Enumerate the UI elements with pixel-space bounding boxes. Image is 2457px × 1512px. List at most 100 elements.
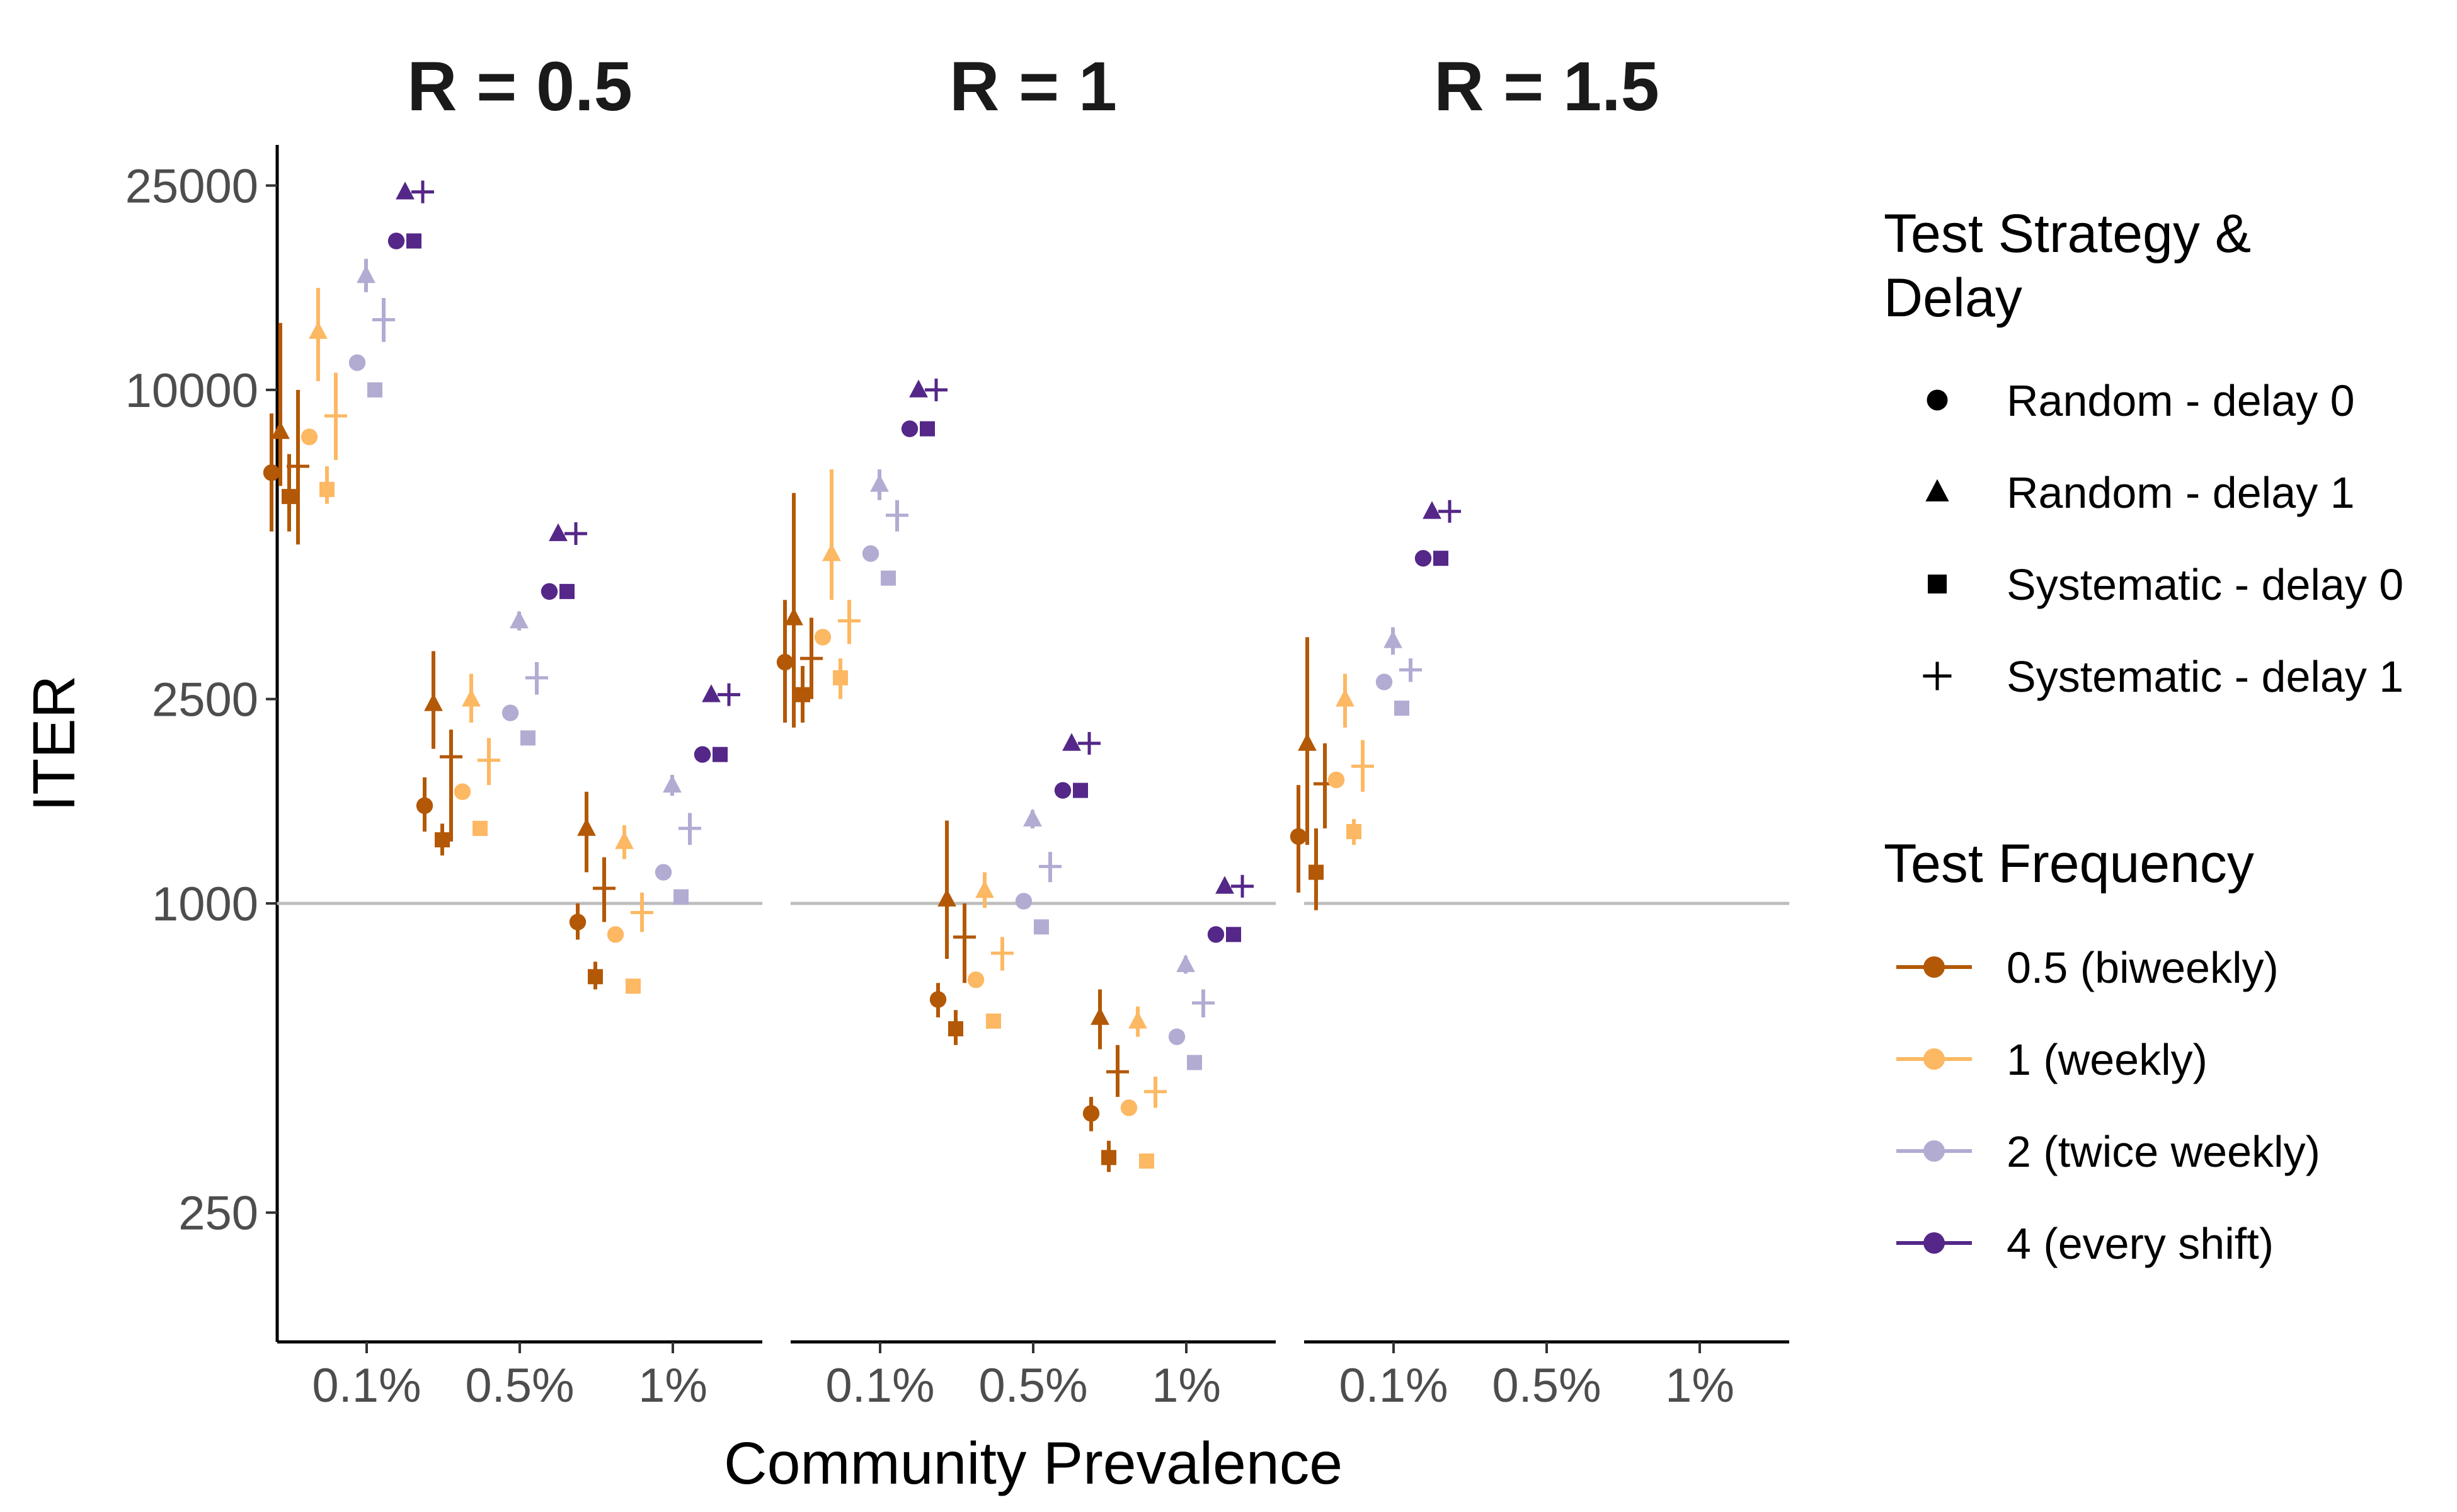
point-circle <box>862 545 879 562</box>
point-square <box>1309 864 1324 880</box>
point-circle <box>967 971 985 988</box>
legend-frequency-label: 0.5 (biweekly) <box>2007 943 2279 992</box>
point-circle <box>348 354 366 371</box>
point-square <box>367 382 382 398</box>
point-triangle <box>702 684 721 702</box>
point-square <box>1928 575 1947 593</box>
point-triangle <box>870 474 889 492</box>
facet-title: R = 1.5 <box>1434 48 1659 125</box>
point-circle <box>1207 926 1225 943</box>
point-square <box>713 747 728 762</box>
point-triangle <box>1925 479 1949 501</box>
y-axis-title: ITER <box>21 675 88 811</box>
point-plus <box>991 941 1014 965</box>
point-circle <box>301 428 318 445</box>
point-triangle <box>424 693 443 711</box>
legend: Test Strategy &Delay Random - delay 0 Rand… <box>1884 203 2403 1268</box>
point-circle <box>607 926 624 943</box>
point-square <box>833 670 848 685</box>
point-plus <box>1192 991 1215 1014</box>
point-triangle <box>462 689 481 707</box>
point-plus <box>1351 755 1374 778</box>
point-plus <box>525 666 548 689</box>
point-triangle <box>577 818 596 836</box>
point-plus <box>1923 662 1952 690</box>
point-circle <box>1120 1099 1138 1116</box>
point-circle <box>1054 782 1072 799</box>
point-circle <box>569 914 587 931</box>
x-tick-label: 0.1% <box>825 1359 934 1412</box>
plot-area: ITER 250 1000 2500 10000 25000 R = 0.5 0.1% 0.5%… <box>21 48 1789 1497</box>
y-tick-label: 10000 <box>125 364 258 418</box>
point-square <box>1187 1055 1202 1070</box>
point-triangle <box>909 379 928 398</box>
legend-strategy-label: Systematic - delay 0 <box>2007 560 2403 609</box>
y-tick-label: 2500 <box>152 673 258 727</box>
legend-frequency-label: 1 (weekly) <box>2007 1035 2208 1084</box>
point-square <box>795 687 810 702</box>
point-plus <box>925 378 948 401</box>
y-tick-label: 25000 <box>125 160 258 214</box>
point-plus <box>800 647 823 670</box>
point-triangle <box>1215 876 1234 894</box>
point-circle <box>814 629 832 646</box>
point-plus <box>1078 731 1101 755</box>
facet-panel: R = 1 0.1% 0.5% 1% <box>776 48 1276 1412</box>
point-circle <box>263 464 280 481</box>
point-circle <box>929 991 947 1008</box>
point-circle <box>454 783 471 800</box>
point-square <box>881 570 896 586</box>
point-plus <box>324 404 347 428</box>
point-plus <box>886 503 908 527</box>
point-square <box>1433 551 1448 566</box>
point-circle <box>655 864 672 881</box>
point-plus <box>718 683 740 706</box>
point-plus <box>411 180 434 203</box>
x-tick-label: 1% <box>1152 1359 1221 1412</box>
legend-strategy-label: Systematic - delay 1 <box>2007 652 2403 701</box>
point-plus <box>372 308 395 331</box>
point-plus <box>953 925 976 949</box>
point-circle <box>1414 549 1432 567</box>
point-circle <box>501 704 519 721</box>
y-tick-label: 1000 <box>152 878 258 931</box>
point-circle <box>1082 1105 1100 1122</box>
legend-frequency-point <box>1923 1048 1945 1070</box>
point-square <box>406 233 421 249</box>
point-circle <box>541 583 558 600</box>
point-plus <box>679 816 701 840</box>
facet-title: R = 0.5 <box>407 48 633 125</box>
point-circle <box>1327 771 1345 789</box>
point-plus <box>1106 1060 1129 1084</box>
point-triangle <box>1298 733 1317 751</box>
y-tick-label: 250 <box>178 1187 258 1240</box>
point-square <box>520 730 536 746</box>
point-triangle <box>396 181 415 200</box>
point-square <box>588 969 603 985</box>
x-tick-label: 0.5% <box>978 1359 1087 1412</box>
point-triangle <box>1336 689 1354 707</box>
point-triangle <box>937 888 956 907</box>
point-square <box>1139 1153 1154 1169</box>
legend-strategy-label: Random - delay 1 <box>2007 468 2355 517</box>
point-plus <box>440 745 462 769</box>
x-tick-label: 0.1% <box>1339 1359 1448 1412</box>
point-triangle <box>271 421 290 439</box>
point-triangle <box>663 774 682 793</box>
point-plus <box>1399 658 1422 682</box>
point-triangle <box>309 321 328 339</box>
facet-panel: R = 0.5 0.1% 0.5% 1% <box>263 48 762 1412</box>
point-triangle <box>784 607 803 626</box>
point-triangle <box>822 543 841 561</box>
x-axis-title: Community Prevalence <box>724 1430 1343 1497</box>
point-square <box>319 481 335 497</box>
x-tick-label: 1% <box>638 1359 707 1412</box>
legend-frequency-point <box>1923 1232 1945 1254</box>
x-tick-label: 0.1% <box>312 1359 421 1412</box>
legend-frequency-point <box>1923 956 1945 978</box>
point-circle <box>776 653 794 671</box>
point-plus <box>593 877 616 900</box>
point-triangle <box>975 880 994 898</box>
point-square <box>1394 701 1409 716</box>
